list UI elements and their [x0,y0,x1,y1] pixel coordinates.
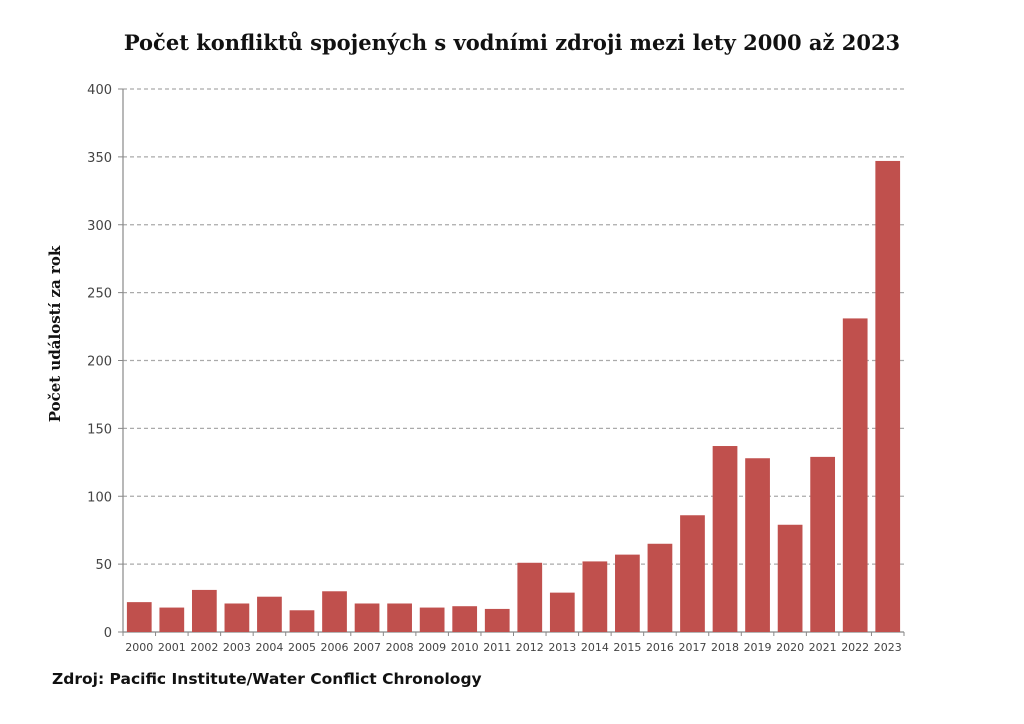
x-tick-label: 2014 [581,641,609,654]
bar-2021 [810,456,836,632]
bar-2017 [680,515,705,632]
bar-2000 [126,602,152,632]
x-tick-label: 2018 [711,641,739,654]
bar-2012 [517,562,543,632]
bar-2022 [842,318,868,632]
bar-2015 [615,554,640,632]
x-tick-label: 2005 [288,641,316,654]
y-tick-label: 200 [87,355,112,370]
x-tick-label: 2019 [744,641,772,654]
bar-2023 [875,160,901,632]
y-tick-label: 250 [87,287,112,302]
bar-2005 [289,610,315,632]
y-tick-label: 300 [87,219,112,234]
x-tick-label: 2017 [678,641,706,654]
x-tick-label: 2003 [223,641,251,654]
x-tick-label: 2010 [451,641,479,654]
bar-2008 [387,603,412,632]
x-tick-label: 2008 [386,641,414,654]
bar-2019 [745,458,770,632]
x-tick-label: 2013 [548,641,576,654]
bar-2009 [419,607,445,632]
x-tick-label: 2011 [483,641,511,654]
bar-2011 [484,608,510,632]
bar-2004 [257,596,282,632]
chart-title: Počet konfliktů spojených s vodními zdro… [123,30,901,55]
x-tick-label: 2007 [353,641,381,654]
bar-2010 [452,606,478,632]
bars [126,160,901,632]
y-tick-label: 100 [87,490,112,505]
x-tick-label: 2000 [125,641,153,654]
x-tick-label: 2021 [809,641,837,654]
bar-2006 [322,591,347,632]
x-tick-label: 2006 [321,641,349,654]
x-tick-label: 2001 [158,641,186,654]
bar-2018 [712,446,738,632]
bar-2003 [224,603,250,632]
y-tick-label: 150 [87,422,112,437]
y-axis-label: Počet událostí za rok [46,245,64,422]
gridlines [123,88,904,565]
x-tick-label: 2004 [255,641,283,654]
y-tick-label: 0 [104,626,112,641]
bar-2020 [777,524,803,632]
y-tick-label: 350 [87,151,112,166]
x-tick-label: 2015 [613,641,641,654]
x-tick-label: 2020 [776,641,804,654]
source-note: Zdroj: Pacific Institute/Water Conflict … [52,670,482,688]
x-tick-label: 2023 [874,641,902,654]
bar-2001 [159,607,185,632]
x-tick-label: 2022 [841,641,869,654]
bar-2014 [582,561,608,632]
x-tick-label: 2002 [190,641,218,654]
bar-2016 [647,543,673,632]
bar-2002 [191,589,217,632]
x-tick-labels: 2000 2001 2002 2003 2004 2005 2006 2007 2008 2009… [125,641,901,654]
y-tick-label: 400 [87,83,112,98]
bar-2007 [354,603,380,632]
y-tick-label: 50 [95,558,112,573]
bar-2013 [549,592,575,632]
x-tick-label: 2012 [516,641,544,654]
y-tick-labels: 0 50 100 150 200 250 300 350 400 [87,83,112,641]
x-tick-label: 2016 [646,641,674,654]
x-tick-label: 2009 [418,641,446,654]
axes [118,88,905,636]
